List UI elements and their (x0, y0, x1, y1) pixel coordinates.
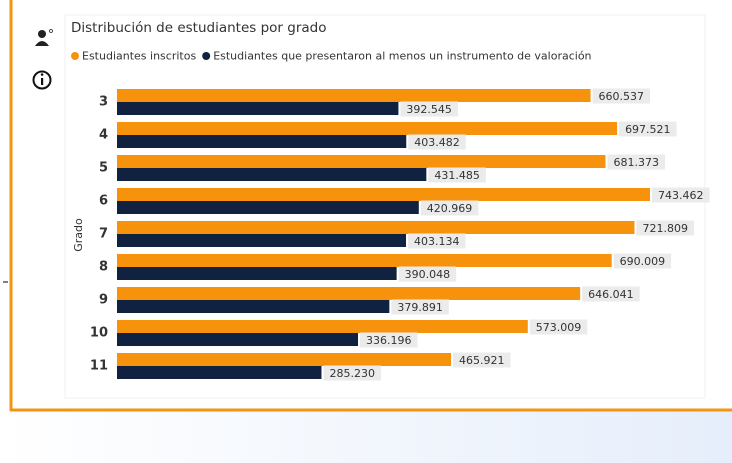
value-label-box (592, 88, 651, 104)
value-label: 336.196 (366, 334, 412, 347)
value-label-box (613, 253, 672, 269)
value-label: 431.485 (434, 169, 480, 182)
bar (117, 320, 528, 333)
bar (117, 267, 397, 280)
value-label: 690.009 (620, 255, 666, 268)
value-label: 646.041 (588, 288, 634, 301)
value-label-box (453, 352, 511, 368)
legend-label: Estudiantes inscritos (82, 50, 196, 63)
legend-marker (202, 52, 211, 60)
y-tick-label: 9 (99, 293, 108, 308)
value-label-box (391, 299, 449, 315)
y-tick-label: 6 (99, 194, 108, 209)
value-label-box (408, 134, 466, 150)
value-label-box (323, 365, 381, 381)
person-icon[interactable] (35, 29, 53, 47)
value-label: 403.134 (414, 235, 460, 248)
value-label-box (529, 319, 588, 335)
bar (117, 188, 650, 201)
y-tick-label: 11 (90, 359, 108, 374)
legend-marker (71, 52, 79, 60)
bar (117, 333, 359, 346)
value-label-box (408, 233, 466, 249)
y-tick-label: 8 (99, 260, 108, 275)
bar (117, 155, 606, 168)
bar (117, 254, 612, 267)
value-label-box (582, 286, 640, 302)
value-label-box (400, 101, 458, 117)
value-label: 721.809 (642, 222, 688, 235)
legend-label: Estudiantes que presentaron al menos un … (213, 50, 591, 63)
chart-title: Distribución de estudiantes por grado (71, 20, 327, 36)
bar (117, 201, 419, 214)
value-label: 392.545 (406, 103, 452, 116)
info-icon[interactable] (32, 70, 52, 90)
bar (117, 221, 635, 234)
value-label-box (428, 167, 486, 183)
bar (117, 353, 452, 366)
value-label-box (398, 266, 457, 282)
value-label: 379.891 (397, 301, 443, 314)
value-label: 660.537 (599, 90, 645, 103)
value-label-box (360, 332, 418, 348)
value-label-box (607, 154, 665, 170)
bar (117, 89, 591, 102)
y-tick-label: 3 (99, 95, 108, 110)
value-label: 285.230 (329, 367, 375, 380)
value-label-box (420, 200, 479, 216)
value-label: 420.969 (427, 202, 473, 215)
value-label-box (652, 187, 710, 203)
bar (117, 234, 407, 247)
value-label: 743.462 (658, 189, 704, 202)
y-tick-label: 10 (90, 326, 108, 341)
y-tick-label: 4 (99, 128, 108, 143)
bar (117, 287, 581, 300)
bar (117, 102, 399, 115)
bar (117, 122, 618, 135)
bar (117, 135, 407, 148)
value-label: 681.373 (613, 156, 659, 169)
value-label: 697.521 (625, 123, 671, 136)
bar (117, 366, 322, 379)
bar (117, 300, 390, 313)
y-axis-label: Grado (72, 218, 85, 252)
y-tick-label: 5 (99, 161, 108, 176)
value-label-box (619, 121, 677, 137)
value-label-box (636, 220, 694, 236)
bar (117, 168, 427, 181)
value-label: 390.048 (405, 268, 451, 281)
value-label: 573.009 (536, 321, 582, 334)
value-label: 403.482 (414, 136, 460, 149)
y-tick-label: 7 (99, 227, 108, 242)
value-label: 465.921 (459, 354, 505, 367)
